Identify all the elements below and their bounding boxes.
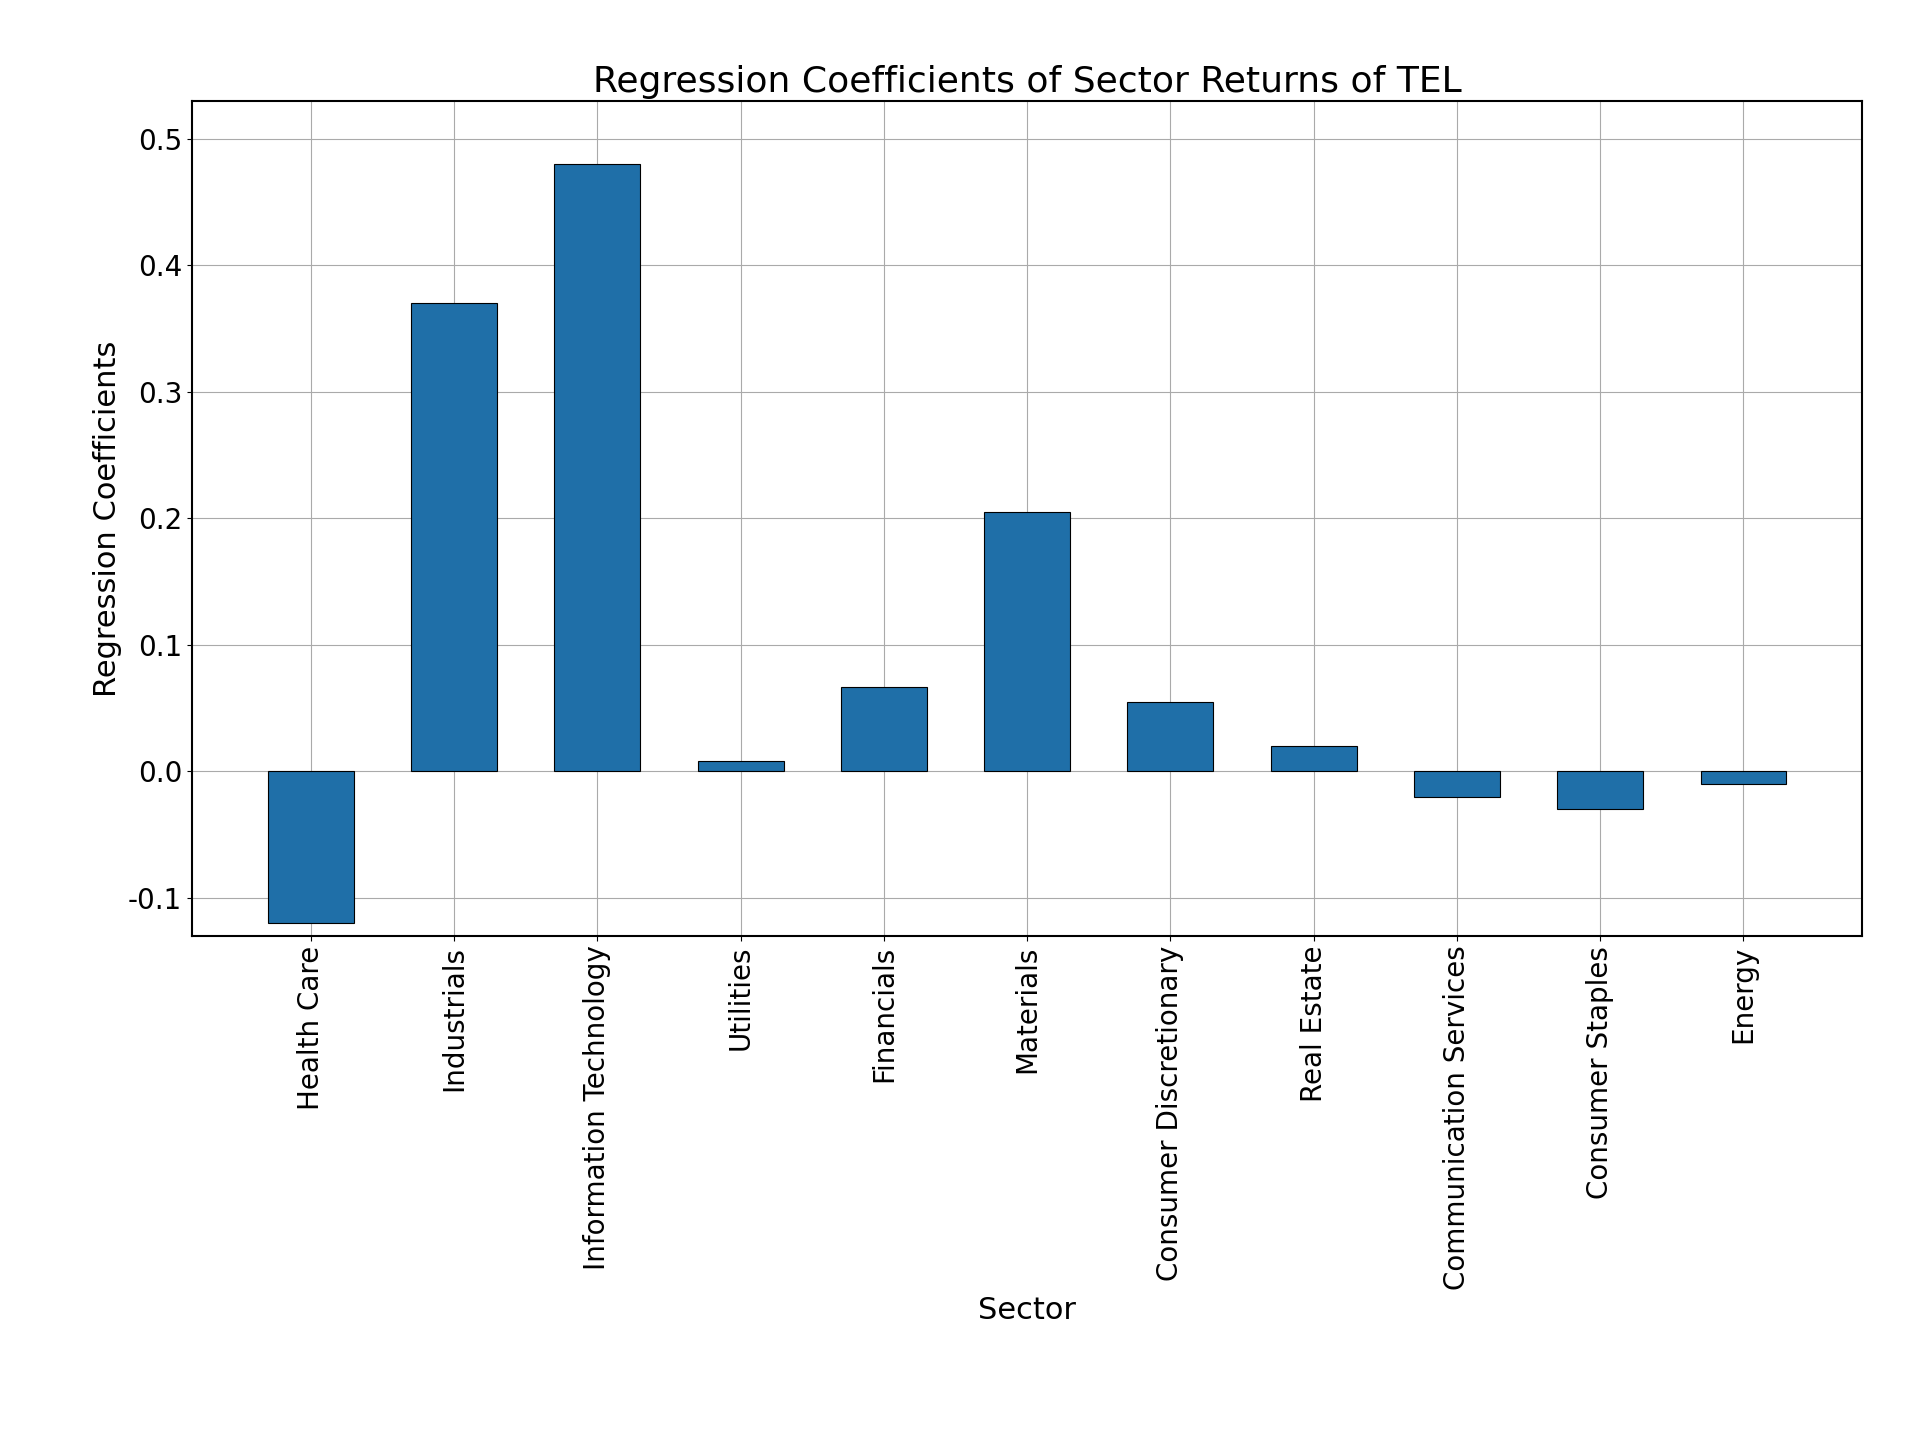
Bar bbox=[697, 762, 783, 772]
Y-axis label: Regression Coefficients: Regression Coefficients bbox=[94, 340, 123, 697]
Bar bbox=[1271, 746, 1357, 772]
Title: Regression Coefficients of Sector Returns of TEL: Regression Coefficients of Sector Return… bbox=[593, 65, 1461, 99]
X-axis label: Sector: Sector bbox=[977, 1296, 1077, 1325]
Bar bbox=[1413, 772, 1500, 796]
Bar bbox=[1127, 701, 1213, 772]
Bar bbox=[841, 687, 927, 772]
Bar bbox=[411, 304, 497, 772]
Bar bbox=[555, 164, 641, 772]
Bar bbox=[1557, 772, 1644, 809]
Bar bbox=[1701, 772, 1786, 785]
Bar bbox=[269, 772, 353, 923]
Bar bbox=[985, 513, 1069, 772]
